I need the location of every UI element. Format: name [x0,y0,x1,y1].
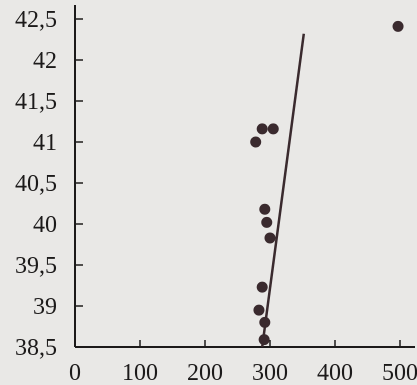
data-points [250,20,404,346]
tick-labels: 0 100 200 300 400 500 38,5 39 39,5 40 40,5 41 41,5 42… [15,7,417,385]
data-point [253,304,265,316]
axes [74,5,415,348]
trend-line-group [260,33,306,348]
y-tick-label: 41 [33,130,57,156]
data-point [256,281,268,293]
data-point [258,334,270,346]
y-tick-label: 42 [33,48,57,74]
data-point [261,216,273,228]
data-point [259,316,271,328]
x-tick-label: 100 [122,360,158,385]
y-tick-label: 40,5 [15,171,57,197]
y-tick-label: 39 [33,294,57,320]
data-point [264,232,276,244]
x-tick-label: 200 [187,360,223,385]
x-tick-label: 400 [317,360,353,385]
data-point [259,203,271,215]
data-point [267,123,279,135]
ticks [74,18,401,348]
data-point [392,20,404,32]
x-tick-label: 0 [69,360,81,385]
y-tick-label: 41,5 [15,89,57,115]
y-tick-label: 42,5 [15,7,57,33]
y-tick-label: 40 [33,212,57,238]
y-tick-label: 38,5 [15,335,57,361]
y-tick-label: 39,5 [15,253,57,279]
x-tick-label: 300 [252,360,288,385]
data-point [256,123,268,135]
trend-line [260,33,306,348]
data-point [250,136,262,148]
x-tick-label: 500 [382,360,417,385]
